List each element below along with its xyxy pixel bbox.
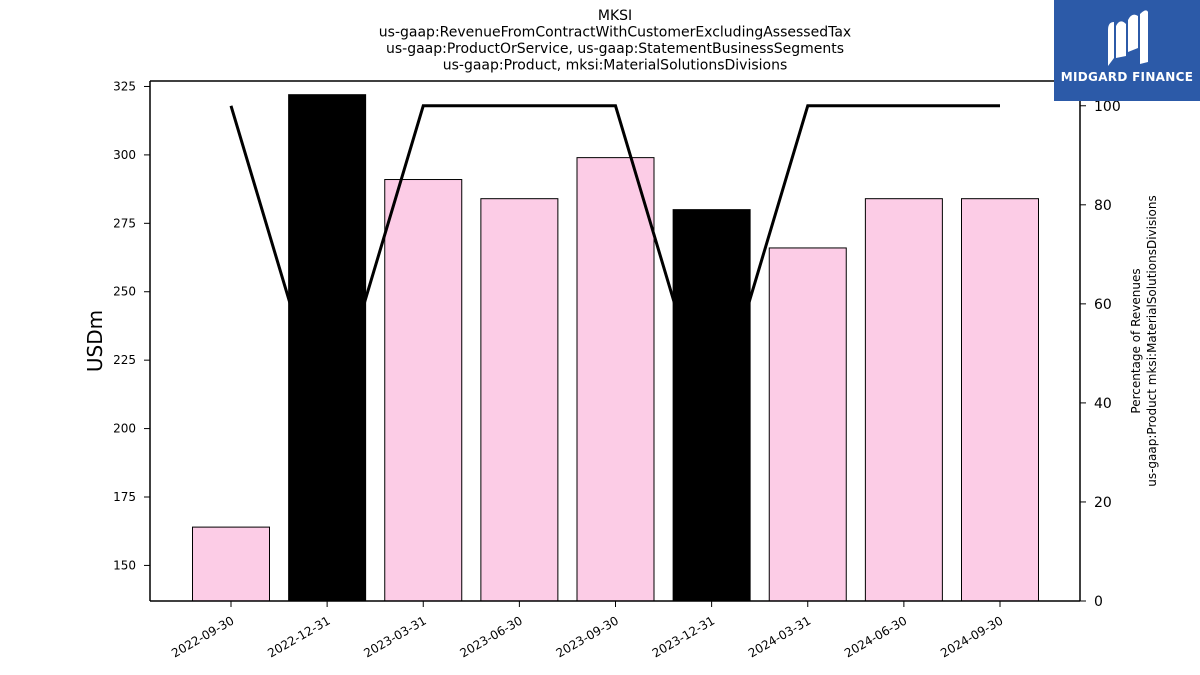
y-tick-label: 150 [113,558,136,572]
x-tick-label: 2023-06-30 [457,613,524,660]
bar [672,209,751,602]
y2-axis-label: Percentage of Revenues us-gaap:Product mk… [1129,195,1159,487]
y-tick-label: 250 [113,285,136,299]
line-series [229,104,1000,433]
y2-tick-label: 0 [1094,594,1103,610]
y2-tick-label: 60 [1094,297,1112,313]
y2-axis-label-line: us-gaap:Product mksi:MaterialSolutionsDi… [1145,195,1159,487]
y2-tick-label: 20 [1094,495,1112,511]
y-tick-label: 300 [113,148,136,162]
x-tick-label: 2024-03-31 [746,613,813,660]
bar [192,526,270,602]
chart-title-line: us-gaap:RevenueFromContractWithCustomerE… [379,25,851,41]
y-tick-label: 175 [113,490,136,504]
bar [384,179,463,602]
logo-mark-icon [1108,10,1148,66]
axes [149,80,1081,602]
chart-title: MKSIus-gaap:RevenueFromContractWithCusto… [379,8,851,74]
y-axis-ticks: 150 175 200 225 250 275 300 325 [113,79,150,572]
y-tick-label: 200 [113,422,136,436]
chart-title-line: us-gaap:ProductOrService, us-gaap:Statem… [386,41,844,57]
y-tick-label: 275 [113,216,136,230]
y2-tick-label: 80 [1094,198,1112,214]
x-tick-label: 2024-09-30 [938,613,1005,660]
x-tick-label: 2024-06-30 [842,613,909,660]
y2-axis-ticks: 0 20 40 60 80 100 [1080,99,1121,610]
x-tick-label: 2023-12-31 [650,613,717,660]
x-tick-label: 2023-09-30 [554,613,621,660]
x-tick-label: 2023-03-31 [361,613,428,660]
y2-axis-label-line: Percentage of Revenues [1129,268,1143,413]
percentage-line [229,104,1000,433]
midgard-finance-logo: MIDGARD FINANCE [1054,0,1200,101]
y-tick-label: 325 [113,79,136,93]
bar [480,198,559,602]
x-tick-label: 2022-12-31 [265,613,332,660]
bar [288,94,367,602]
chart-title-line: MKSI [598,8,632,24]
y-axis-label: USDm [83,310,107,372]
chart-title-line: us-gaap:Product, mksi:MaterialSolutionsD… [443,58,788,74]
y-tick-label: 225 [113,353,136,367]
y2-tick-label: 40 [1094,396,1112,412]
bar [961,198,1039,602]
bar [768,247,847,602]
x-tick-label: 2022-09-30 [169,613,236,660]
bar-series [192,94,1039,602]
bar [864,198,943,602]
bar [576,157,655,602]
x-axis-ticks: 2022-09-30 2022-12-31 2023-03-31 2023-06-30… [169,601,1006,660]
y2-tick-label: 100 [1094,99,1121,115]
logo-text: MIDGARD FINANCE [1060,70,1194,84]
